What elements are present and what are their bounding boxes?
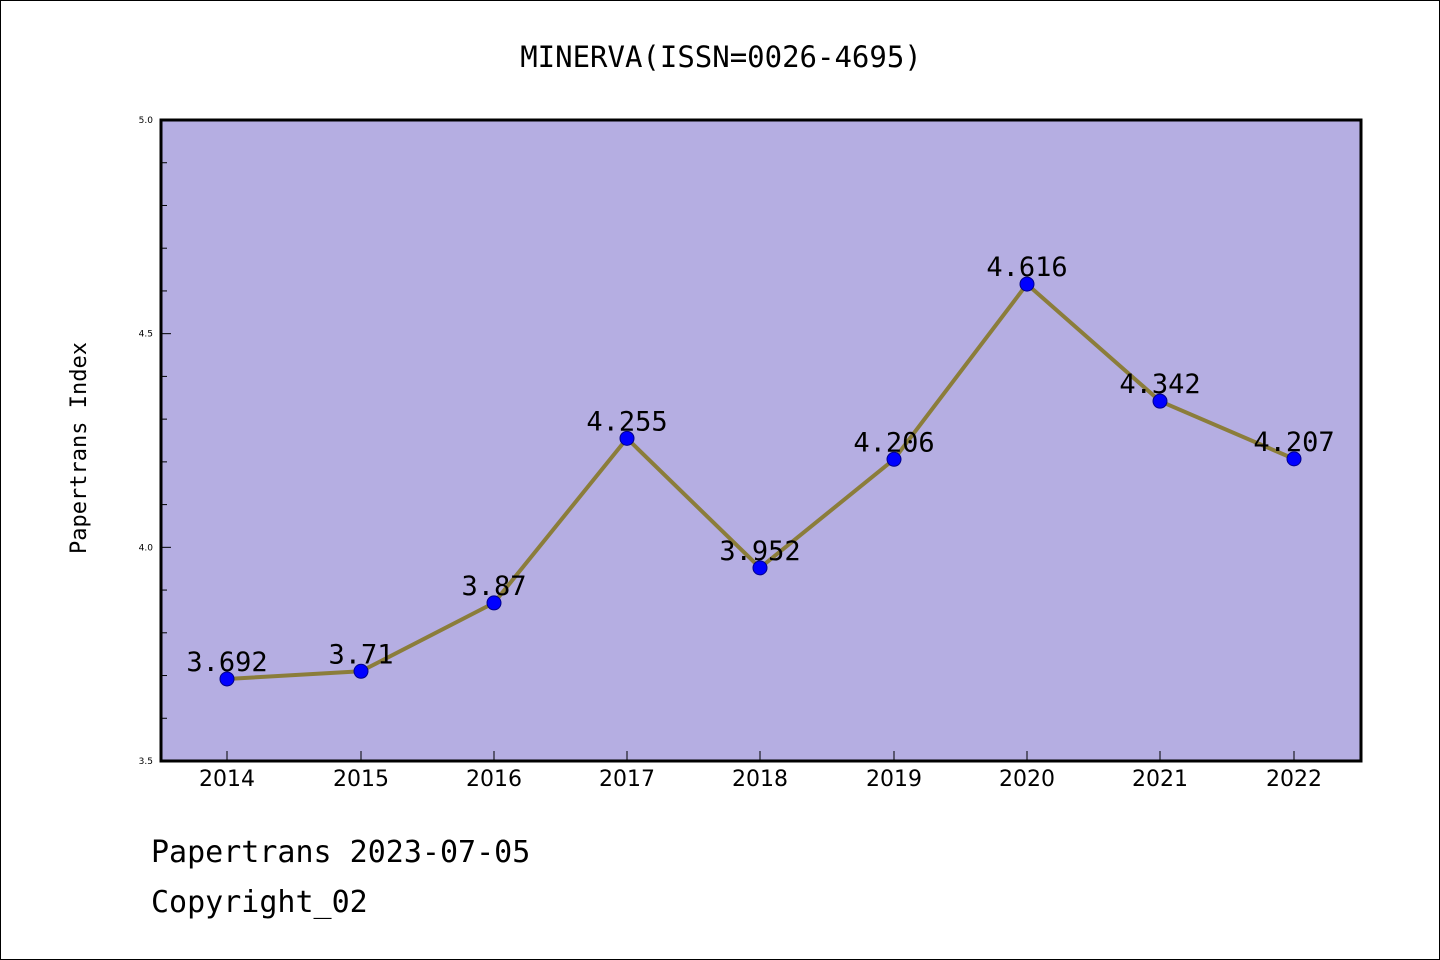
data-point xyxy=(486,595,502,611)
data-point xyxy=(1019,276,1035,292)
x-tick-label: 2015 xyxy=(333,767,389,792)
plot-border xyxy=(159,118,1363,763)
data-point xyxy=(1286,451,1302,467)
data-point xyxy=(219,671,235,687)
y-tick-label: 3.5 xyxy=(139,757,153,767)
x-tick-label: 2021 xyxy=(1132,767,1188,792)
x-tick-label: 2016 xyxy=(466,767,522,792)
data-point xyxy=(353,663,369,679)
data-point xyxy=(886,451,902,467)
data-point xyxy=(752,560,768,576)
y-tick-label: 4.0 xyxy=(139,543,154,553)
x-tick-label: 2022 xyxy=(1266,767,1322,792)
y-axis-label: Papertrans Index xyxy=(67,342,92,554)
plot-background xyxy=(161,120,1361,761)
data-point xyxy=(1152,393,1168,409)
footer-copyright: Copyright_02 xyxy=(151,885,368,920)
data-point xyxy=(619,430,635,446)
chart-title: MINERVA(ISSN=0026-4695) xyxy=(520,40,922,74)
y-tick-label: 5.0 xyxy=(139,116,154,126)
x-tick-label: 2018 xyxy=(732,767,788,792)
x-tick-label: 2017 xyxy=(599,767,655,792)
x-tick-label: 2020 xyxy=(999,767,1055,792)
y-tick-label: 4.5 xyxy=(139,330,153,340)
x-tick-label: 2014 xyxy=(199,767,255,792)
footer-date-line: Papertrans 2023-07-05 xyxy=(151,835,531,870)
x-tick-label: 2019 xyxy=(866,767,922,792)
